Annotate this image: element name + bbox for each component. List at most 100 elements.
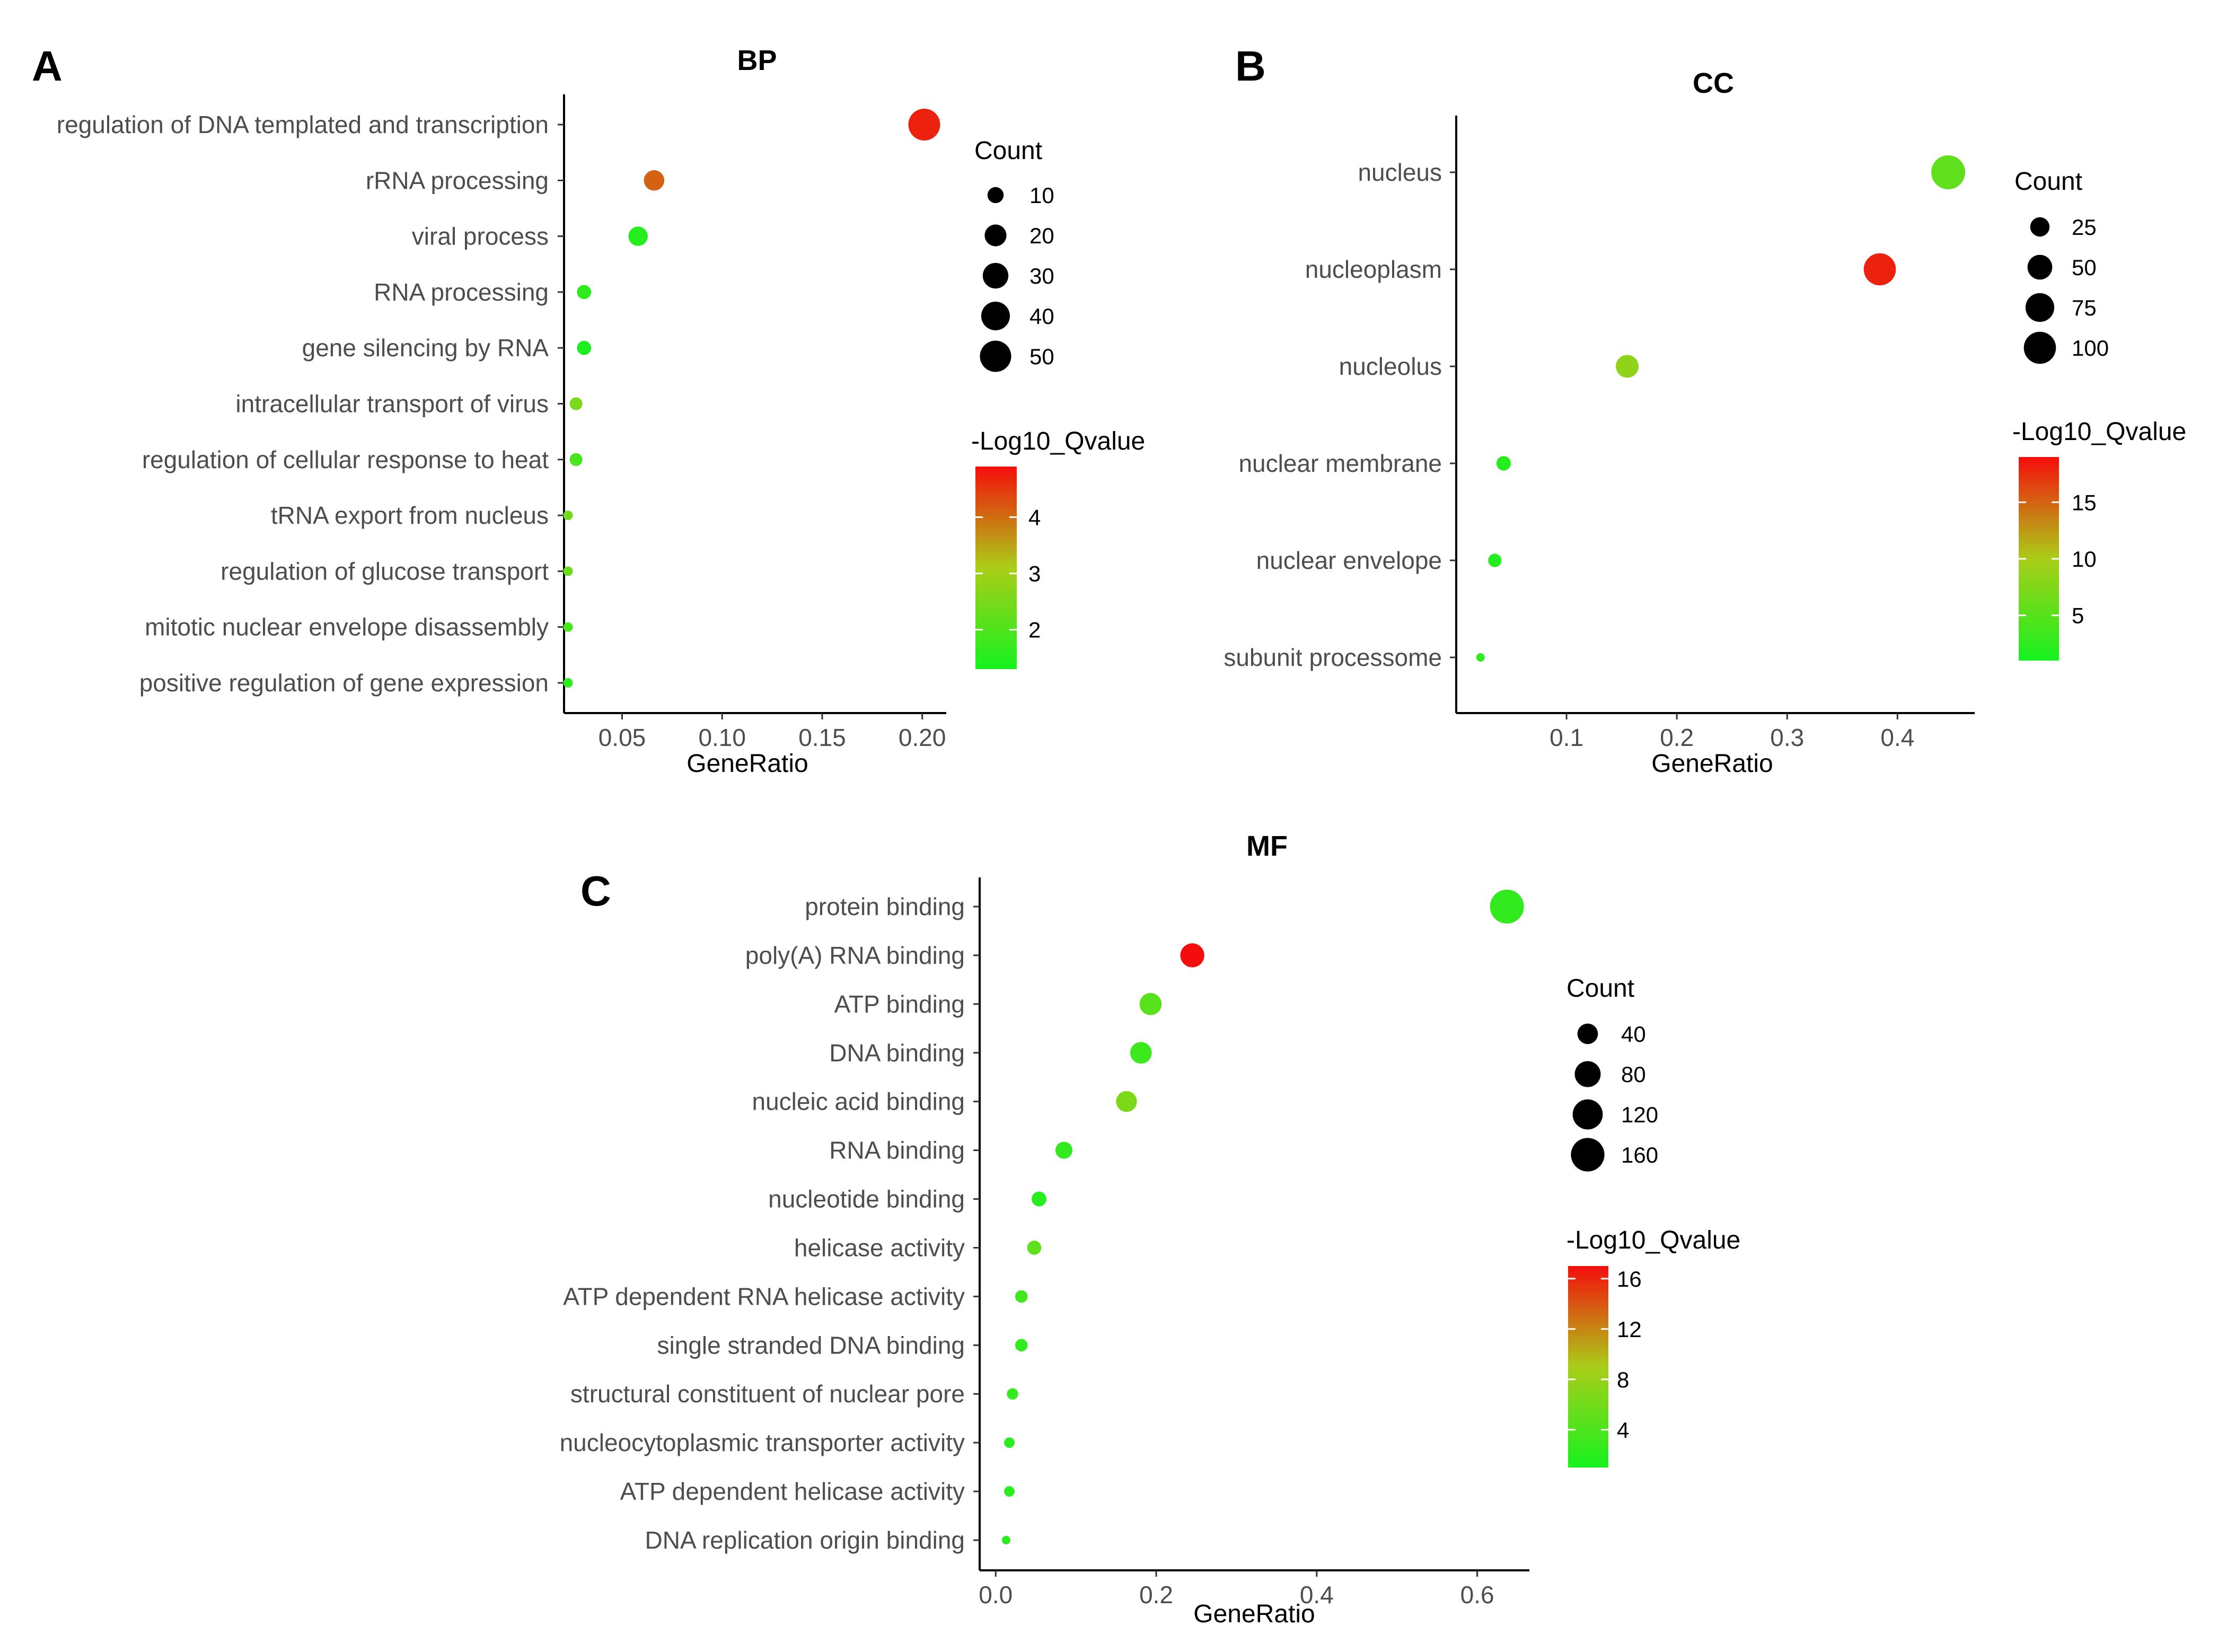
plot-area-mf: protein binding poly(A) RNA binding ATP bi… [560, 877, 1529, 1609]
category-label-mf: DNA replication origin binding [645, 1526, 965, 1554]
data-point-bp [628, 226, 648, 246]
x-axis-title-mf: GeneRatio [1193, 1600, 1315, 1628]
panel-letter-c: C [580, 867, 611, 915]
data-point-bp [644, 170, 665, 191]
colorbar-mf [1568, 1266, 1608, 1468]
data-point-bp [563, 566, 573, 576]
category-label-mf: poly(A) RNA binding [745, 942, 965, 969]
category-label-mf: protein binding [805, 893, 965, 920]
category-label-mf: RNA binding [829, 1137, 965, 1164]
colorbar-label-bp: 3 [1028, 561, 1041, 586]
size-legend-label-cc: 75 [2072, 295, 2097, 320]
category-label-cc: nucleus [1358, 159, 1442, 186]
data-point-mf [1490, 890, 1524, 924]
data-point-mf [1001, 1536, 1010, 1544]
category-label-bp: regulation of DNA templated and transcri… [57, 111, 549, 138]
x-tick-label-bp: 0.10 [698, 724, 746, 751]
data-point-cc [1863, 253, 1896, 286]
data-point-bp [569, 453, 583, 466]
x-tick-label-cc: 0.2 [1660, 724, 1694, 751]
data-point-cc [1496, 456, 1511, 471]
panel-c-mf-chart: C MF protein binding poly(A) RNA binding A… [560, 830, 1741, 1628]
data-point-bp [563, 511, 573, 521]
size-legend-key-bp [984, 224, 1007, 247]
data-point-mf [1015, 1290, 1028, 1303]
data-point-mf [1130, 1042, 1152, 1064]
category-label-cc: subunit processome [1224, 644, 1442, 671]
panel-b-cc-chart: B CC nucleus nucleoplasm nucleolus nuclear … [1224, 42, 2186, 778]
category-label-mf: ATP binding [834, 990, 965, 1018]
colorbar-bp [975, 467, 1017, 669]
size-legend-key-bp [987, 187, 1004, 204]
category-label-mf: helicase activity [794, 1234, 965, 1261]
data-point-mf [1004, 1437, 1015, 1448]
x-tick-label-cc: 0.3 [1770, 724, 1804, 751]
category-label-bp: gene silencing by RNA [302, 334, 549, 362]
x-axis-title-bp: GeneRatio [686, 750, 808, 778]
colorbar-label-mf: 8 [1617, 1367, 1629, 1392]
colorbar-label-cc: 10 [2072, 547, 2097, 572]
category-label-bp: positive regulation of gene expression [139, 669, 549, 697]
data-point-mf [1027, 1241, 1042, 1255]
color-legend-cc: -Log10_Qvalue 15 10 5 [2012, 418, 2186, 661]
x-tick-label-mf: 0.6 [1460, 1581, 1494, 1609]
data-point-mf [1007, 1388, 1018, 1400]
data-point-mf [1116, 1091, 1137, 1112]
x-tick-label-mf: 0.0 [979, 1581, 1013, 1609]
colorbar-label-mf: 12 [1617, 1317, 1642, 1342]
data-point-bp [569, 397, 583, 410]
data-point-cc [1476, 653, 1485, 662]
colorbar-label-mf: 16 [1617, 1267, 1642, 1291]
size-legend-key-mf [1572, 1099, 1603, 1130]
size-legend-key-cc [2030, 217, 2050, 237]
size-legend-key-bp [980, 340, 1011, 372]
data-point-bp [577, 340, 592, 355]
size-legend-label-mf: 80 [1621, 1062, 1646, 1087]
category-label-cc: nuclear envelope [1256, 547, 1442, 574]
x-tick-label-mf: 0.2 [1139, 1581, 1173, 1609]
plot-area-bp: regulation of DNA templated and transcri… [57, 94, 946, 751]
size-legend-label-bp: 50 [1029, 344, 1054, 369]
size-legend-label-bp: 10 [1029, 183, 1054, 208]
color-legend-bp: -Log10_Qvalue 4 3 2 [971, 427, 1145, 669]
data-point-mf [1004, 1486, 1015, 1497]
chart-title-mf: MF [1246, 830, 1288, 862]
size-legend-title-bp: Count [974, 137, 1042, 165]
data-point-bp [563, 678, 573, 688]
size-legend-label-mf: 120 [1621, 1102, 1658, 1127]
category-label-bp: intracellular transport of virus [235, 390, 549, 418]
data-point-cc [1931, 155, 1966, 189]
size-legend-mf: Count 40 80 120 160 [1566, 974, 1658, 1172]
data-point-mf [1055, 1141, 1072, 1159]
data-point-bp [577, 285, 592, 300]
category-label-bp: viral process [412, 223, 549, 250]
data-point-bp [563, 622, 573, 632]
data-point-cc [1488, 553, 1502, 567]
plot-area-cc: nucleus nucleoplasm nucleolus nuclear membr… [1224, 116, 1975, 751]
size-legend-label-bp: 40 [1029, 304, 1054, 329]
panel-letter-a: A [32, 42, 63, 90]
category-label-mf: nucleotide binding [768, 1185, 965, 1213]
category-label-mf: ATP dependent helicase activity [620, 1478, 965, 1505]
category-label-cc: nucleolus [1339, 353, 1442, 380]
data-point-cc [1615, 355, 1639, 378]
size-legend-key-mf [1571, 1138, 1605, 1172]
category-label-bp: mitotic nuclear envelope disassembly [145, 613, 549, 641]
x-tick-label-cc: 0.4 [1880, 724, 1914, 751]
panel-a-bp-chart: A BP regulation of DNA templated and tra… [32, 42, 1145, 778]
size-legend-key-bp [981, 301, 1010, 331]
colorbar-label-cc: 5 [2072, 603, 2084, 628]
data-point-mf [1139, 993, 1162, 1015]
size-legend-key-cc [2027, 254, 2053, 280]
category-label-mf: single stranded DNA binding [657, 1331, 965, 1359]
panel-letter-b: B [1235, 42, 1266, 90]
size-legend-bp: Count 10 20 30 40 50 [974, 137, 1054, 372]
category-label-bp: rRNA processing [366, 166, 549, 194]
size-legend-label-cc: 50 [2072, 255, 2097, 280]
category-label-mf: ATP dependent RNA helicase activity [563, 1282, 965, 1310]
size-legend-key-mf [1577, 1023, 1598, 1044]
data-point-mf [1180, 943, 1204, 968]
size-legend-key-cc [2025, 293, 2055, 322]
x-tick-label-mf: 0.4 [1300, 1581, 1334, 1609]
